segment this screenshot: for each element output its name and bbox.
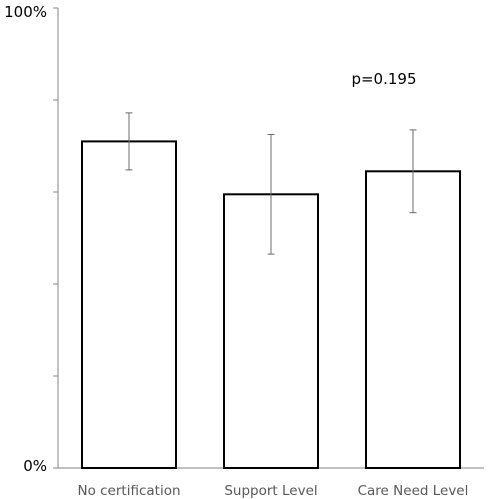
y-tick-label-max: 100% [4,3,47,21]
p-value-annotation: p=0.195 [351,70,416,88]
y-tick-label-min: 0% [23,457,47,475]
bar-2 [365,170,461,470]
bar-0 [81,140,177,469]
error-bars [125,112,417,255]
x-category-label-0: No certification [77,483,180,499]
labels: 100% 0% p=0.195 No certification Support … [4,3,468,499]
x-category-label-2: Care Need Level [358,483,469,499]
x-category-label-1: Support Level [224,483,317,499]
